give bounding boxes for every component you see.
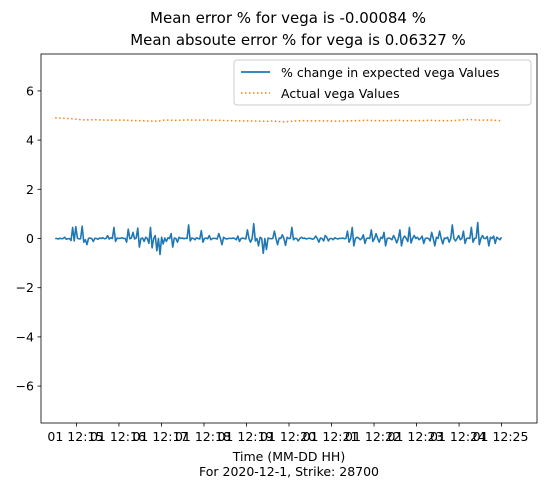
y-tick-label: −6	[16, 379, 34, 394]
x-tick-label: 01 12:23	[388, 429, 444, 444]
y-tick-label: −4	[16, 329, 34, 344]
x-tick-label: 01 12:25	[473, 429, 529, 444]
legend-box	[233, 59, 532, 106]
x-tick-label: 01 12:15	[47, 429, 103, 444]
y-tick-label: −2	[16, 280, 34, 295]
x-tick-label: 01 12:24	[430, 429, 486, 444]
chart-subtitle: Mean absoute error % for vega is 0.06327…	[130, 31, 466, 49]
legend: % change in expected vega Values Actual …	[233, 59, 532, 106]
x-tick-label: 01 12:17	[132, 429, 188, 444]
y-tick-label: 4	[26, 133, 34, 148]
x-axis-label: Time (MM-DD HH)	[232, 449, 345, 464]
x-tick-label: 01 12:20	[260, 429, 316, 444]
chart-title: Mean error % for vega is -0.00084 %	[150, 9, 426, 27]
series-line-pct-change-vega	[55, 221, 503, 256]
y-tick-label: 6	[26, 83, 34, 98]
y-tick-label: 2	[26, 182, 34, 197]
legend-label-pct-change-vega: % change in expected vega Values	[281, 65, 500, 80]
y-axis: −6 −4 −2 0 2 4 6	[16, 83, 41, 394]
x-tick-label: 01 12:16	[90, 429, 146, 444]
y-tick-label: 0	[26, 231, 34, 246]
x-tick-label: 01 12:18	[175, 429, 231, 444]
series-line-actual-vega	[55, 116, 502, 123]
x-axis-sublabel: For 2020-12-1, Strike: 28700	[199, 464, 379, 479]
x-tick-label: 01 12:22	[345, 429, 401, 444]
x-tick-label: 01 12:21	[303, 429, 359, 444]
legend-label-actual-vega: Actual vega Values	[281, 86, 400, 101]
x-tick-label: 01 12:19	[217, 429, 273, 444]
